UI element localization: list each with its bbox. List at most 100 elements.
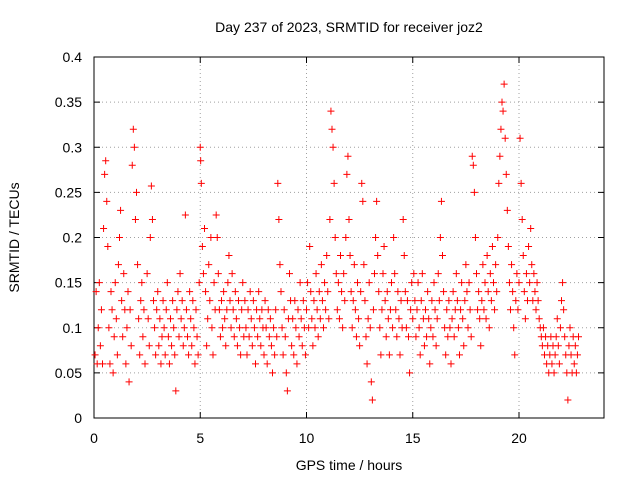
data-point: [560, 306, 568, 314]
data-point: [177, 315, 185, 323]
data-point: [279, 351, 287, 359]
y-tick-label: 0: [74, 410, 82, 426]
data-point: [293, 360, 301, 368]
data-point: [348, 324, 356, 332]
data-point: [492, 261, 500, 269]
grid: [94, 57, 604, 418]
data-point: [384, 315, 392, 323]
data-point: [197, 179, 205, 187]
data-point: [106, 360, 114, 368]
data-point: [225, 252, 233, 260]
data-point: [208, 324, 216, 332]
data-point: [162, 306, 170, 314]
data-point: [278, 324, 286, 332]
data-point: [368, 396, 376, 404]
data-point: [357, 288, 365, 296]
data-point: [248, 342, 256, 350]
data-point: [116, 234, 123, 241]
data-point: [425, 315, 433, 323]
data-point: [573, 351, 581, 359]
data-point: [221, 315, 229, 323]
data-point: [422, 306, 429, 314]
data-point: [399, 215, 407, 223]
data-point: [352, 333, 360, 341]
data-point: [289, 315, 297, 323]
data-point: [345, 215, 353, 223]
data-point: [262, 324, 270, 332]
data-point: [338, 288, 346, 296]
data-point: [532, 306, 540, 314]
data-point: [179, 342, 187, 350]
data-point: [446, 324, 454, 332]
data-point: [127, 342, 135, 350]
data-point: [347, 288, 355, 296]
data-point: [397, 297, 405, 305]
data-point: [377, 351, 385, 359]
data-point: [314, 333, 322, 341]
data-point: [126, 306, 134, 314]
axis-ticks: 0 0.05 0.1 0.15 0.2 0.25 0.3 0.35 0.4 0 5 10 15 20: [55, 49, 604, 446]
data-point: [213, 234, 221, 241]
data-point: [330, 179, 338, 187]
data-point: [95, 279, 103, 287]
data-point: [454, 324, 462, 332]
data-point: [283, 387, 291, 395]
data-point: [496, 152, 504, 160]
data-point: [468, 152, 476, 160]
data-point: [531, 288, 539, 296]
data-point: [495, 179, 503, 187]
data-point: [480, 306, 488, 314]
data-point: [122, 360, 130, 368]
data-point: [143, 270, 151, 278]
data-point: [530, 270, 538, 278]
data-point: [482, 315, 490, 323]
data-point: [310, 297, 318, 305]
data-point: [131, 215, 139, 223]
data-point: [139, 333, 147, 341]
data-point: [290, 351, 298, 359]
data-point: [123, 324, 131, 332]
data-point: [486, 270, 494, 278]
data-point: [108, 306, 116, 314]
data-point: [194, 351, 202, 359]
data-point: [405, 333, 412, 341]
data-point: [469, 161, 477, 169]
y-tick-label: 0.3: [63, 139, 83, 155]
data-point: [138, 279, 146, 287]
data-point: [274, 179, 282, 187]
data-point: [415, 324, 423, 332]
x-axis-label: GPS time / hours: [296, 457, 403, 473]
data-point: [463, 288, 471, 296]
data-point: [500, 80, 508, 88]
data-point: [321, 279, 329, 287]
data-point: [252, 360, 259, 368]
data-point: [154, 288, 162, 296]
data-point: [452, 270, 460, 278]
data-point: [269, 369, 276, 377]
data-point: [570, 360, 578, 368]
data-point: [250, 324, 258, 332]
data-point: [237, 351, 245, 359]
data-point: [167, 315, 174, 323]
data-point: [508, 261, 516, 269]
data-point: [244, 306, 252, 314]
data-point: [470, 188, 478, 196]
data-point: [453, 297, 461, 305]
data-point: [458, 279, 466, 287]
data-point: [326, 215, 334, 223]
data-point: [379, 270, 387, 278]
data-point: [125, 378, 133, 386]
data-point: [340, 270, 348, 278]
data-point: [119, 333, 127, 341]
data-point: [382, 333, 390, 341]
data-point: [420, 342, 428, 350]
data-point: [527, 224, 535, 232]
data-point: [107, 288, 115, 296]
data-point: [311, 324, 319, 332]
data-point: [501, 134, 509, 142]
data-point: [435, 297, 443, 305]
data-point: [212, 211, 220, 219]
data-point: [216, 333, 224, 341]
data-points: [91, 80, 582, 404]
data-point: [118, 297, 126, 305]
